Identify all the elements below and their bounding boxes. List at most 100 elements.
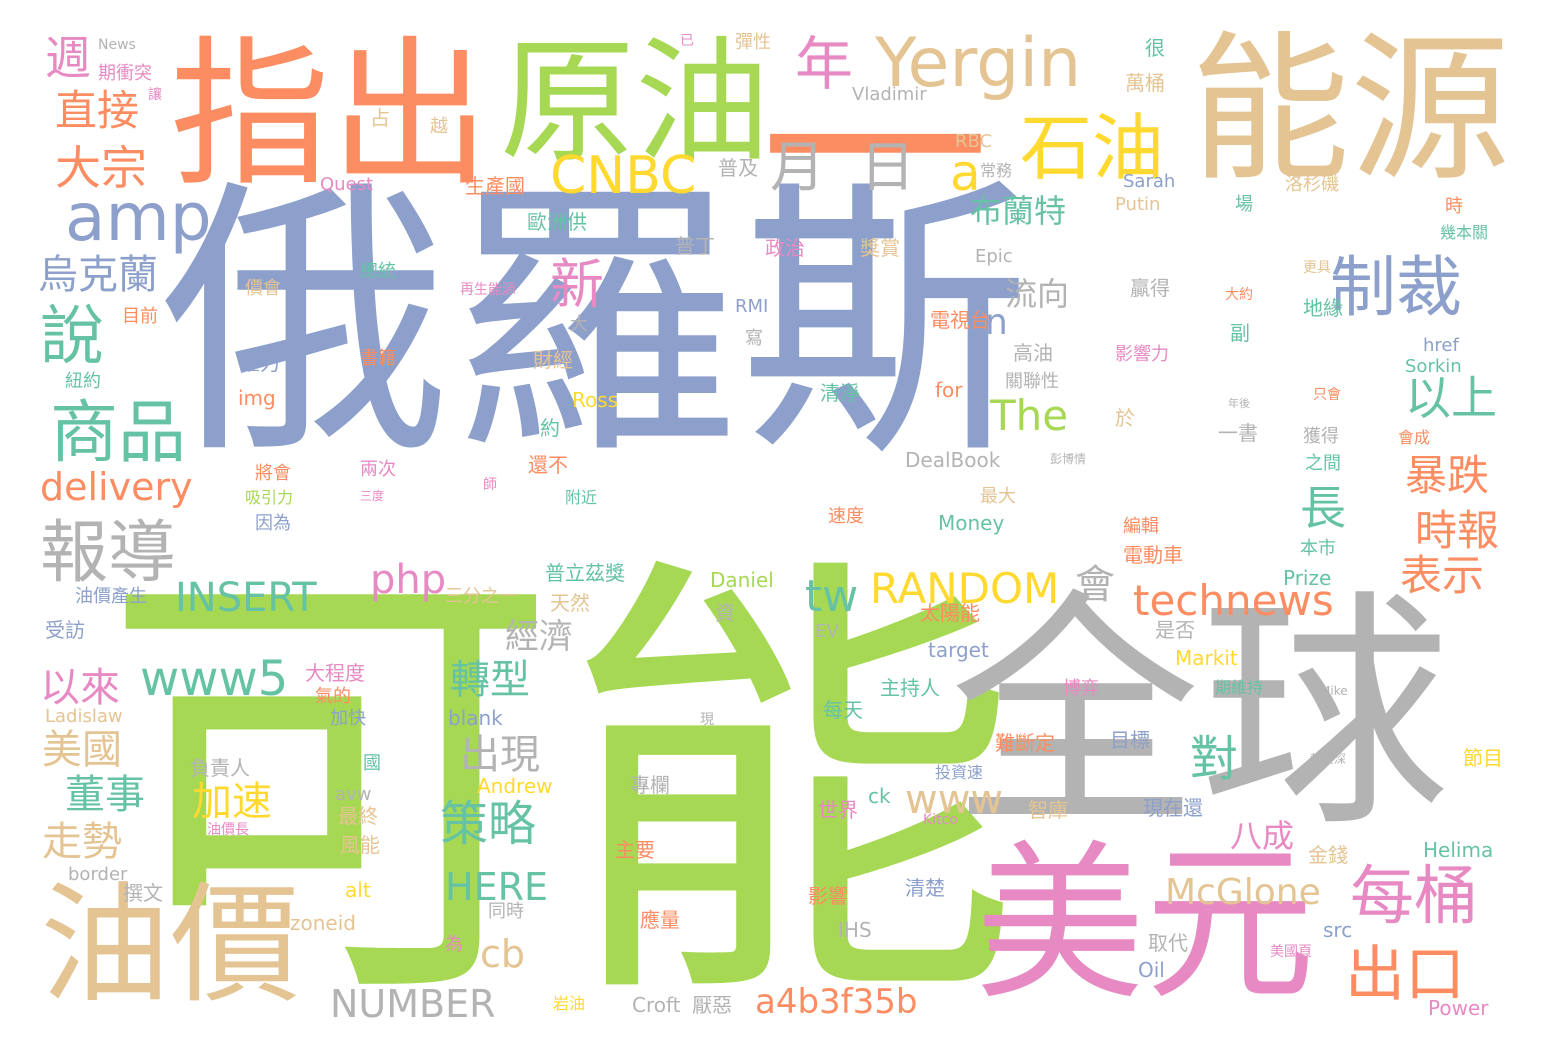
word-zhijie: 直接 [55, 86, 140, 135]
word-amp: amp [65, 179, 212, 256]
word-oil: Oil [1138, 958, 1165, 982]
word-jianghui: 將會 [255, 463, 291, 484]
word-sorkin: Sorkin [1405, 356, 1462, 377]
word-yue2: 越 [430, 116, 448, 137]
word-tongshi: 同時 [488, 901, 524, 922]
word-insert: INSERT [175, 575, 317, 621]
word-zhuanlan: 專欄 [630, 773, 670, 797]
word-meitian: 每天 [823, 698, 863, 722]
word-tianran: 天然 [550, 591, 590, 615]
word-jiemu: 節目 [1463, 746, 1503, 770]
word-dayue: 大約 [1225, 287, 1253, 303]
word-news: News [98, 37, 136, 53]
word-pengboqing: 彭博情 [1050, 452, 1087, 466]
word-diyuan: 地緣 [1303, 296, 1343, 320]
word-boyi: 博弈 [1063, 678, 1099, 699]
word-jiasu: 加速 [192, 779, 272, 825]
word-meitong: 每桶 [1350, 860, 1478, 934]
word-target: target [928, 638, 989, 662]
word-yergin: Yergin [875, 24, 1082, 103]
word-random: RANDOM [870, 564, 1060, 613]
word-youjiachang: 油價長 [207, 822, 249, 838]
word-muqian: 目前 [122, 306, 158, 327]
word-meiyuan: 美元 [975, 826, 1316, 1024]
word-daniel: Daniel [710, 568, 774, 592]
word-src: src [1323, 918, 1353, 942]
word-markit: Markit [1175, 646, 1238, 670]
word-a: a [950, 144, 981, 202]
word-hui: 會 [1075, 562, 1115, 608]
word-shoufang: 受訪 [45, 618, 85, 642]
word-andrew: Andrew [477, 774, 553, 798]
word-dui: 對 [1190, 731, 1239, 787]
word-meiguoye: 美國頁 [1270, 944, 1312, 960]
word-zhuyao: 主要 [615, 838, 655, 862]
word-shibao: 時報 [1415, 506, 1500, 555]
word-croft: Croft [632, 993, 681, 1017]
word-prize: Prize [1283, 566, 1332, 590]
word-dachengdu: 大程度 [305, 661, 365, 685]
word-quanqiu: 全球 [950, 569, 1450, 860]
word-shangpin: 商品 [50, 394, 187, 473]
word-rbc: RBC [955, 131, 993, 152]
word-da: 大 [570, 314, 588, 335]
word-chaozishen: 朝資深 [1310, 752, 1347, 766]
word-img: img [238, 386, 276, 410]
word-yi: 一 [760, 21, 991, 288]
word-changwu: 常務 [980, 161, 1013, 180]
word-qiweichi: 期維持 [1215, 678, 1264, 697]
word-bianji: 編輯 [1123, 516, 1159, 537]
word-baodao: 報導 [40, 514, 177, 593]
word-nian: 年 [795, 30, 854, 98]
word-here: HERE [445, 865, 548, 909]
word-jiakuai: 加快 [330, 708, 366, 729]
word-zhijian: 之間 [1305, 453, 1341, 474]
word-luoshanji: 洛杉磯 [1285, 174, 1339, 195]
word-yi3: 已 [680, 33, 694, 49]
word-zhengzhi: 政治 [765, 236, 805, 260]
word-money: Money [938, 511, 1005, 535]
word-fujin: 附近 [565, 488, 598, 507]
word-dianshitai: 電視台 [930, 308, 990, 332]
word-sandu: 三度 [360, 489, 385, 503]
word-helima: Helima [1423, 838, 1494, 862]
word-jiahui: 價會 [245, 278, 281, 299]
word-nengyuan: 能源 [1190, 16, 1511, 203]
word-cb: cb [480, 932, 526, 976]
word-quest: Quest [320, 174, 374, 195]
word-tw: tw [805, 571, 859, 622]
word-zaisheng: 再生能源 [460, 282, 516, 298]
word-bacheng: 八成 [1230, 817, 1295, 855]
word-qide: 氣的 [315, 686, 351, 707]
word-bulante: 布蘭特 [970, 192, 1067, 230]
word-ri: 日 [860, 135, 916, 199]
word-fu: 副 [1230, 321, 1250, 345]
word-ihs: IHS [838, 918, 872, 942]
word-zi: 資 [715, 601, 735, 625]
word-xin: 新 [550, 253, 604, 316]
word-yishang: 以上 [1405, 371, 1497, 425]
word-yinwei: 因為 [255, 513, 291, 534]
word-benshi: 本市 [1300, 538, 1336, 559]
word-vladimir: Vladimir [852, 84, 927, 105]
word-zhichu: 指出 [170, 21, 491, 208]
word-pulizi: 普立茲獎 [545, 561, 625, 585]
word-blank: blank [448, 706, 503, 730]
word-ck: ck [868, 784, 891, 808]
word-border: border [68, 864, 128, 885]
word-ouzhougong: 歐洲供 [527, 210, 587, 234]
word-youjiachansheng: 油價產生 [75, 586, 147, 607]
word-nianhou: 年後 [1228, 397, 1250, 410]
word-php: php [370, 557, 447, 603]
word-yishu: 一書 [1218, 421, 1258, 445]
word-yue3: 約 [540, 416, 560, 440]
word-putin: Putin [1115, 194, 1161, 215]
word-zhuchiren: 主持人 [880, 676, 940, 700]
word-sanfenzhiyi: 三分之一 [445, 586, 517, 607]
word-meiguo: 美國 [42, 727, 122, 773]
word-mubiao: 目標 [1110, 728, 1150, 752]
word-ev: EV [815, 621, 839, 642]
word-xian: 現 [700, 712, 714, 728]
word-delivery: delivery [40, 465, 193, 509]
